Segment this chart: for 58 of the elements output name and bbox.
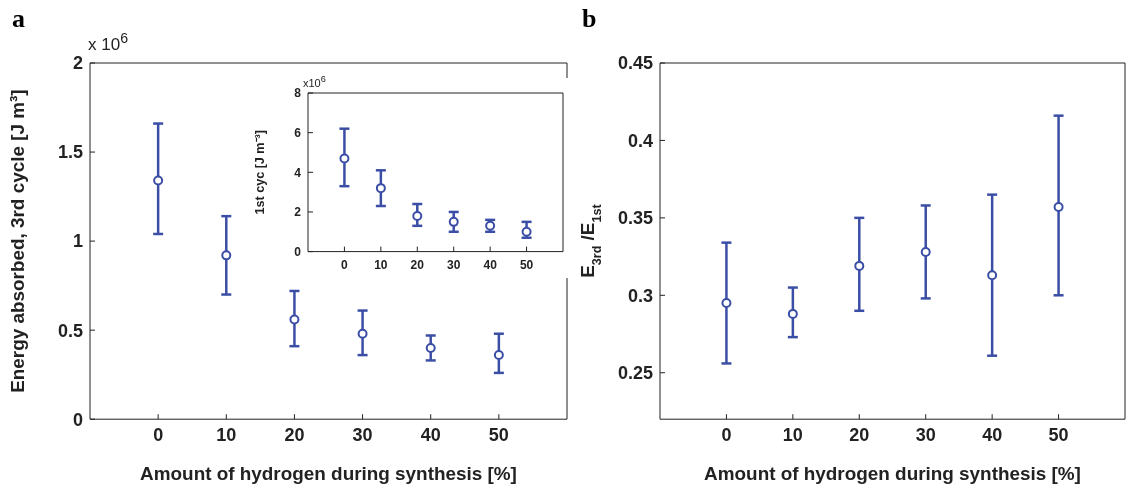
text: x 10$^{6}$ — [88, 30, 129, 55]
point — [920, 246, 931, 257]
y-tick-label: 4 — [294, 165, 302, 180]
x-tick-label: 0 — [341, 258, 349, 273]
point — [221, 250, 232, 261]
point — [339, 153, 350, 164]
y-tick-label: 0 — [72, 409, 83, 430]
y-axis-title: 1st cyc [J m⁻³] — [252, 130, 267, 215]
y-tick-label: 0.5 — [57, 320, 83, 341]
chart-title: b — [582, 4, 597, 34]
x-tick-label: 40 — [982, 424, 1003, 445]
x-tick-label: 0 — [721, 424, 732, 445]
x-tick-label: 50 — [488, 424, 509, 445]
x-tick-label: 10 — [782, 424, 803, 445]
x-tick-label: 50 — [519, 258, 534, 273]
x-tick-label: 40 — [483, 258, 498, 273]
y-tick-label: 0 — [294, 244, 302, 259]
y-tick-label: 0.35 — [617, 208, 653, 229]
x-tick-label: 0 — [153, 424, 164, 445]
chart-title: a — [12, 4, 25, 34]
y-tick-label: 0.25 — [617, 363, 653, 384]
point — [721, 298, 732, 309]
y-axis-title: Energy absorbed, 3rd cycle [J m³] — [7, 89, 29, 393]
y-tick-label: 6 — [294, 125, 302, 140]
point — [289, 314, 300, 325]
x-tick-label: 40 — [420, 424, 441, 445]
x-tick-label: 30 — [915, 424, 936, 445]
x-axis-title: Amount of hydrogen during synthesis [%] — [704, 463, 1081, 484]
point — [375, 183, 386, 194]
y-tick-label: 0.45 — [617, 53, 653, 74]
y-tick-label: 1.5 — [57, 142, 83, 163]
point — [425, 342, 436, 353]
x-tick-label: 20 — [410, 258, 425, 273]
y-tick-label: 0.3 — [627, 285, 653, 306]
point — [412, 210, 423, 221]
y-tick-label: 1 — [72, 231, 83, 252]
x-tick-label: 20 — [849, 424, 870, 445]
point — [448, 216, 459, 227]
x-axis-title: Amount of hydrogen during synthesis [%] — [140, 463, 517, 484]
y-tick-label: 8 — [294, 86, 302, 101]
x-tick-label: 30 — [352, 424, 373, 445]
x-tick-label: 10 — [216, 424, 237, 445]
x-tick-label: 10 — [374, 258, 388, 273]
point — [521, 226, 532, 237]
y-tick-label: 0.4 — [627, 130, 653, 151]
x-tick-label: 50 — [1048, 424, 1069, 445]
point — [153, 175, 164, 186]
y-tick-label: 2 — [72, 53, 83, 74]
point — [854, 260, 865, 271]
annotation: x10$^{6}$ — [303, 74, 326, 89]
point — [357, 328, 368, 339]
point — [987, 270, 998, 281]
point — [787, 308, 798, 319]
x-tick-label: 30 — [447, 258, 461, 273]
point — [1053, 202, 1064, 213]
point — [493, 350, 504, 361]
y-tick-label: 2 — [294, 205, 302, 220]
x-tick-label: 20 — [284, 424, 305, 445]
